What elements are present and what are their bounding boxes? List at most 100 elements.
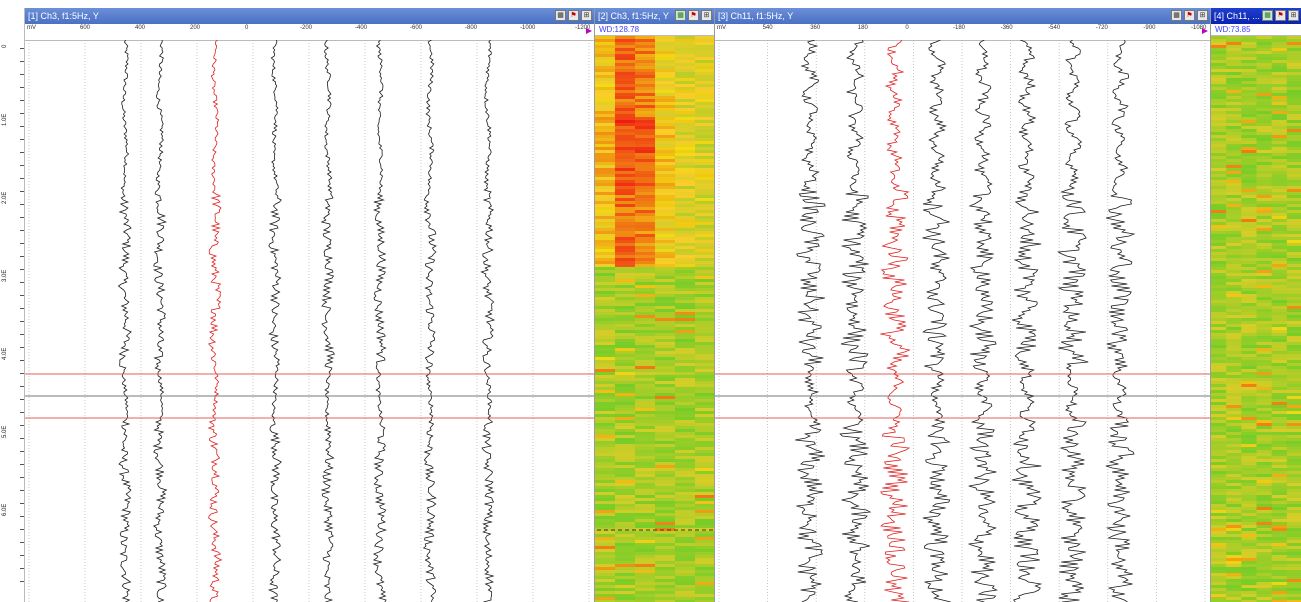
trace[interactable] [117,40,132,602]
trace[interactable] [1011,40,1043,602]
heat-cell [1226,159,1242,163]
zoom-icon[interactable]: ⊞ [581,10,592,21]
heat-cell [1226,408,1242,412]
heat-cell [695,111,714,115]
heat-cell [1241,435,1257,439]
heat-cell [1271,300,1288,304]
heat-cell [1256,525,1273,529]
trace[interactable] [839,40,872,602]
heat-cell [635,408,656,412]
heat-cell [1226,303,1242,307]
heat-cell [675,267,696,271]
heat-cell [1226,456,1242,460]
heat-cell [695,297,714,301]
heat-cell [1226,519,1242,523]
zoom-icon[interactable]: ⊞ [1197,10,1208,21]
amplitude-scale: mV 600 400 200 0 -200 -400 -600 -800 -1000 -1200 [25,24,594,41]
heat-cell [1271,579,1288,583]
flag-icon[interactable]: ⚑ [1184,10,1195,21]
heat-cell [1211,522,1227,526]
heat-cell [675,462,696,466]
trace[interactable] [1105,40,1136,602]
heat-cell [1226,534,1242,538]
scale-tick-label: -1000 [520,25,536,31]
trace[interactable] [372,40,388,602]
heat-cell [595,75,616,79]
grid-icon[interactable]: ▦ [675,10,686,21]
heat-cell [1271,540,1288,544]
trace[interactable] [267,40,282,602]
heat-cell [1271,84,1288,88]
trace-highlighted[interactable] [880,40,911,602]
grid-icon[interactable]: ▦ [1171,10,1182,21]
heat-cell [615,486,636,490]
heat-cell [655,132,676,136]
panel-title-bar[interactable]: [4] Ch11, ... ▦ ⚑ ⊞ [1211,8,1301,24]
heat-cell [1286,366,1301,370]
trace-plot[interactable] [25,40,594,602]
heat-cell [595,375,616,379]
panel-title-bar[interactable]: [3] Ch11, f1:5Hz, Y ▦ ⚑ ⊞ [715,8,1210,24]
heat-cell [1286,393,1301,397]
heat-cell [1286,534,1301,538]
trace[interactable] [968,40,998,602]
heat-cell [675,597,696,601]
heat-cell [1271,399,1288,403]
flag-icon[interactable]: ⚑ [1275,10,1286,21]
trace[interactable] [795,40,826,602]
trace-plot[interactable] [715,40,1210,602]
zoom-icon[interactable]: ⊞ [701,10,712,21]
heat-cell [1256,198,1273,202]
heat-cell [1271,228,1288,232]
heat-cell [635,195,656,199]
heat-cell [635,72,656,76]
panel-ch3-heatmap[interactable]: [2] Ch3, f1:5Hz, Y ▦ ⚑ ⊞ WD:128.78 [594,8,714,602]
heatmap-ch3[interactable] [595,36,714,602]
heat-cell [1241,441,1257,445]
zoom-icon[interactable]: ⊞ [1288,10,1299,21]
panel-ch11-traces[interactable]: [3] Ch11, f1:5Hz, Y ▦ ⚑ ⊞ mV 540 360 180 0 -1… [714,8,1210,602]
flag-icon[interactable]: ⚑ [688,10,699,21]
trace[interactable] [320,40,336,602]
heat-cell [1241,495,1257,499]
heat-cell [1286,288,1301,292]
trace[interactable] [152,40,168,602]
panel-ch3-traces[interactable]: [1] Ch3, f1:5Hz, Y ▦ ⚑ ⊞ mV 600 400 200 0 -20… [24,8,594,602]
trace-highlighted[interactable] [207,40,223,602]
panel-ch11-heatmap[interactable]: [4] Ch11, ... ▦ ⚑ ⊞ WD:73.85 [1210,8,1301,602]
heat-cell [615,111,636,115]
heat-cell [1241,300,1257,304]
heat-cell [615,120,636,124]
grid-icon[interactable]: ▦ [555,10,566,21]
heat-cell [1241,276,1257,280]
heatmap-ch11[interactable] [1211,36,1301,602]
heat-cell [1286,423,1301,427]
panel-title-bar[interactable]: [2] Ch3, f1:5Hz, Y ▦ ⚑ ⊞ [595,8,714,24]
heat-cell [1286,447,1301,451]
heat-cell [1226,195,1242,199]
trace[interactable] [480,40,496,602]
heat-cell [1256,504,1273,508]
heat-cell [655,300,676,304]
heat-cell [1286,90,1301,94]
heat-cell [1286,417,1301,421]
panel-title-bar[interactable]: [1] Ch3, f1:5Hz, Y ▦ ⚑ ⊞ [25,8,594,24]
heat-cell [1256,432,1273,436]
trace[interactable] [1056,40,1089,602]
heat-cell [1211,351,1227,355]
heat-cell [1286,213,1301,217]
heat-cell [1211,465,1227,469]
heat-cell [1256,411,1273,415]
heat-cell [1271,87,1288,91]
heat-cell [1241,543,1257,547]
scale-tick-label: 360 [810,25,821,31]
heat-cell [675,441,696,445]
trace[interactable] [422,40,437,602]
trace[interactable] [922,40,951,602]
heat-cell [695,306,714,310]
heat-cell [1211,462,1227,466]
heat-cell [1256,360,1273,364]
heat-cell [675,78,696,82]
flag-icon[interactable]: ⚑ [568,10,579,21]
grid-icon[interactable]: ▦ [1262,10,1273,21]
